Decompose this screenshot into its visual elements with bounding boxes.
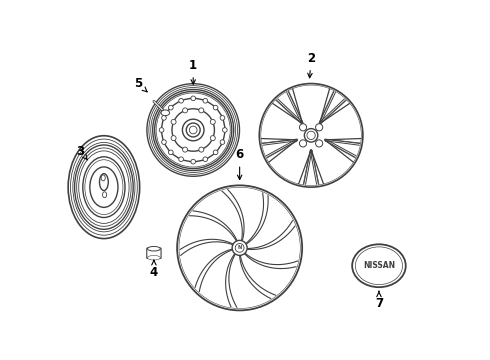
Ellipse shape <box>169 105 173 110</box>
Text: 4: 4 <box>150 260 158 279</box>
Ellipse shape <box>179 157 183 162</box>
Ellipse shape <box>183 147 188 152</box>
Text: 1: 1 <box>189 59 197 84</box>
Ellipse shape <box>169 150 173 155</box>
Ellipse shape <box>355 247 403 285</box>
Ellipse shape <box>191 96 196 101</box>
Ellipse shape <box>155 91 232 168</box>
Ellipse shape <box>299 140 307 147</box>
Ellipse shape <box>352 244 406 287</box>
Ellipse shape <box>191 159 196 164</box>
Ellipse shape <box>304 129 318 142</box>
Ellipse shape <box>199 108 204 113</box>
Ellipse shape <box>213 150 218 155</box>
Ellipse shape <box>210 120 215 124</box>
Ellipse shape <box>307 131 315 139</box>
Ellipse shape <box>235 243 244 252</box>
Text: NISSAN: NISSAN <box>363 261 395 270</box>
Ellipse shape <box>68 136 140 239</box>
Ellipse shape <box>183 108 188 113</box>
Text: 6: 6 <box>236 148 244 180</box>
Ellipse shape <box>147 247 160 251</box>
Ellipse shape <box>83 157 125 217</box>
Ellipse shape <box>153 90 234 171</box>
Ellipse shape <box>220 140 225 144</box>
Ellipse shape <box>213 105 218 110</box>
Ellipse shape <box>149 86 238 174</box>
Text: N: N <box>238 246 242 250</box>
FancyBboxPatch shape <box>147 248 161 258</box>
Ellipse shape <box>76 148 131 226</box>
Ellipse shape <box>182 119 204 141</box>
Ellipse shape <box>232 240 247 255</box>
Ellipse shape <box>220 116 225 120</box>
Ellipse shape <box>162 98 225 162</box>
Text: 3: 3 <box>76 145 88 160</box>
Ellipse shape <box>259 84 363 187</box>
Ellipse shape <box>203 157 208 162</box>
Ellipse shape <box>156 93 230 167</box>
Ellipse shape <box>73 143 135 232</box>
Ellipse shape <box>179 98 183 103</box>
Ellipse shape <box>147 256 160 260</box>
Ellipse shape <box>162 116 166 120</box>
Ellipse shape <box>177 185 302 310</box>
Ellipse shape <box>172 109 215 151</box>
Ellipse shape <box>85 160 123 215</box>
Ellipse shape <box>151 87 236 172</box>
Ellipse shape <box>162 140 166 144</box>
Ellipse shape <box>189 126 197 134</box>
Ellipse shape <box>102 192 107 198</box>
Text: 7: 7 <box>375 291 383 310</box>
Text: 2: 2 <box>307 52 315 78</box>
Ellipse shape <box>179 187 300 309</box>
Ellipse shape <box>161 110 170 116</box>
Ellipse shape <box>316 124 323 131</box>
Ellipse shape <box>159 128 164 132</box>
Ellipse shape <box>171 120 176 124</box>
Text: 5: 5 <box>134 77 147 92</box>
Ellipse shape <box>171 136 176 141</box>
Ellipse shape <box>210 136 215 141</box>
Ellipse shape <box>203 98 208 103</box>
Ellipse shape <box>261 85 361 186</box>
Ellipse shape <box>222 128 227 132</box>
Ellipse shape <box>101 175 105 181</box>
Ellipse shape <box>79 151 129 224</box>
Ellipse shape <box>186 123 200 137</box>
Ellipse shape <box>316 140 323 147</box>
Ellipse shape <box>99 174 108 190</box>
Ellipse shape <box>147 84 240 176</box>
Ellipse shape <box>90 167 118 207</box>
Ellipse shape <box>74 145 133 229</box>
Ellipse shape <box>199 147 204 152</box>
Ellipse shape <box>71 139 137 235</box>
Ellipse shape <box>299 124 307 131</box>
